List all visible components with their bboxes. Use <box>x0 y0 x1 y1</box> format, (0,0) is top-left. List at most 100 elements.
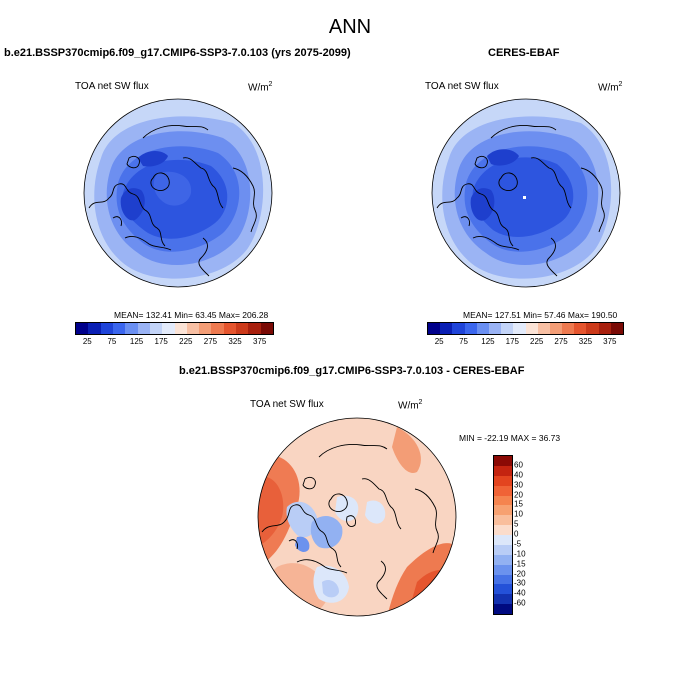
test-colorbar-swatch <box>162 323 175 334</box>
test-colorbar-swatch <box>76 323 89 334</box>
diff-colorbar-tick-label: 20 <box>514 490 523 499</box>
obs-stats: MEAN= 127.51 Min= 57.46 Max= 190.50 <box>463 310 618 320</box>
diff-colorbar-swatch <box>494 525 512 535</box>
obs-colorbar-tick-label: 75 <box>459 337 469 346</box>
diff-colorbar-swatch <box>494 544 512 555</box>
obs-colorbar-tick-label: 175 <box>505 337 519 346</box>
obs-colorbar-swatch <box>440 323 453 334</box>
test-case-title: b.e21.BSSP370cmip6.f09_g17.CMIP6-SSP3-7.… <box>4 47 351 59</box>
obs-colorbar-swatch <box>574 323 587 334</box>
diff-colorbar-swatch <box>494 564 512 575</box>
diff-units-label: W/m2 <box>398 399 423 412</box>
test-colorbar-tick-label: 125 <box>129 337 144 346</box>
obs-case-title: CERES-EBAF <box>488 47 560 59</box>
diff-colorbar <box>493 455 513 615</box>
obs-colorbar-tick-label: 125 <box>481 337 495 346</box>
diff-colorbar-tick-label: 0 <box>514 529 519 539</box>
diff-colorbar-swatch <box>494 594 512 605</box>
test-colorbar-swatch <box>236 323 249 334</box>
test-stats: MEAN= 132.41 Min= 63.45 Max= 206.28 <box>114 310 269 320</box>
diff-colorbar-swatch <box>494 505 512 516</box>
obs-colorbar-swatch <box>586 323 599 334</box>
test-colorbar-tick-label: 375 <box>253 337 267 346</box>
test-colorbar-swatch <box>211 323 224 334</box>
obs-colorbar-swatch <box>537 323 550 334</box>
diff-colorbar-swatch <box>494 465 512 476</box>
obs-colorbar-swatch <box>476 323 489 334</box>
diff-case-title: b.e21.BSSP370cmip6.f09_g17.CMIP6-SSP3-7.… <box>179 365 525 377</box>
obs-colorbar-swatch <box>610 323 623 334</box>
diff-colorbar-swatch <box>494 604 512 614</box>
diff-variable-label: TOA net SW flux <box>250 399 324 410</box>
test-units-label: W/m2 <box>248 81 273 94</box>
obs-colorbar-tick-label: 25 <box>434 337 444 346</box>
obs-polar-map <box>431 98 621 288</box>
test-colorbar-swatch <box>125 323 138 334</box>
diff-stats: MIN = -22.19 MAX = 36.73 <box>459 433 561 443</box>
test-colorbar-swatch <box>199 323 212 334</box>
diff-colorbar-tick-label: -5 <box>514 539 522 549</box>
test-colorbar-swatch <box>223 323 237 334</box>
test-colorbar-tick-label: 175 <box>154 337 168 346</box>
obs-colorbar-swatch <box>488 323 502 334</box>
obs-colorbar-tick-label: 375 <box>603 337 617 346</box>
test-colorbar-swatch <box>137 323 150 334</box>
test-variable-label: TOA net SW flux <box>75 81 149 92</box>
diff-colorbar-tick-label: -15 <box>514 559 526 569</box>
diff-colorbar-tick-label: -20 <box>514 569 526 578</box>
test-colorbar-ticks: 25 75 125 175 225 275 325 375 <box>75 337 272 347</box>
obs-colorbar-swatch <box>598 323 611 334</box>
test-colorbar-tick-label: 325 <box>228 337 242 346</box>
diff-colorbar-tick-label: 5 <box>514 519 519 529</box>
obs-units-label: W/m2 <box>598 81 623 94</box>
obs-colorbar-tick-label: 275 <box>554 337 568 346</box>
test-colorbar-swatch <box>112 323 126 334</box>
diff-colorbar-swatch <box>494 535 512 545</box>
obs-colorbar-swatch <box>428 323 441 334</box>
obs-colorbar-swatch <box>513 323 526 334</box>
test-colorbar-tick-label: 25 <box>82 337 92 346</box>
obs-variable-label: TOA net SW flux <box>425 81 499 92</box>
figure-title: ANN <box>328 16 372 38</box>
diff-colorbar-swatch <box>494 456 512 466</box>
diff-colorbar-swatch <box>494 485 512 496</box>
obs-colorbar-tick-label: 325 <box>578 337 593 346</box>
obs-colorbar <box>427 322 624 335</box>
test-colorbar-tick-label: 225 <box>179 337 193 346</box>
diff-colorbar-swatch <box>494 475 512 486</box>
diff-colorbar-tick-label: 40 <box>514 470 523 480</box>
test-colorbar-swatch <box>100 323 113 334</box>
test-polar-map <box>83 98 273 288</box>
diff-colorbar-tick-label: -30 <box>514 578 526 588</box>
diff-colorbar-tick-label: -10 <box>514 549 526 559</box>
test-colorbar-swatch <box>174 323 187 334</box>
test-colorbar-swatch <box>88 323 101 334</box>
test-colorbar-tick-label: 75 <box>107 337 117 346</box>
obs-colorbar-tick-label: 225 <box>530 337 544 346</box>
test-colorbar <box>75 322 274 335</box>
test-colorbar-tick-label: 275 <box>203 337 218 346</box>
obs-colorbar-swatch <box>562 323 575 334</box>
diff-colorbar-swatch <box>494 584 512 595</box>
obs-colorbar-ticks: 25 75 125 175 225 275 325 375 <box>427 337 622 347</box>
diff-colorbar-tick-label: 60 <box>514 460 523 470</box>
test-colorbar-swatch <box>186 323 200 334</box>
diff-colorbar-tick-label: 15 <box>514 499 523 509</box>
diff-colorbar-swatch <box>494 495 512 506</box>
diff-colorbar-swatch <box>494 515 512 526</box>
diff-colorbar-tick-label: 30 <box>514 480 523 490</box>
obs-colorbar-swatch <box>525 323 538 334</box>
obs-colorbar-swatch <box>452 323 465 334</box>
diff-colorbar-tick-label: -40 <box>514 588 526 598</box>
obs-colorbar-swatch <box>501 323 514 334</box>
diff-colorbar-tick-label: 10 <box>514 509 523 519</box>
obs-colorbar-swatch <box>464 323 477 334</box>
obs-colorbar-swatch <box>549 323 563 334</box>
diff-colorbar-ticks: 60 40 30 20 15 10 5 0 -5 -10 -15 -20 -30 -40 -60 <box>514 455 544 613</box>
test-colorbar-swatch <box>248 323 261 334</box>
test-colorbar-swatch <box>260 323 273 334</box>
diff-polar-map <box>257 417 457 617</box>
diff-colorbar-swatch <box>494 574 512 585</box>
diff-colorbar-tick-label: -60 <box>514 598 526 608</box>
test-colorbar-swatch <box>149 323 163 334</box>
